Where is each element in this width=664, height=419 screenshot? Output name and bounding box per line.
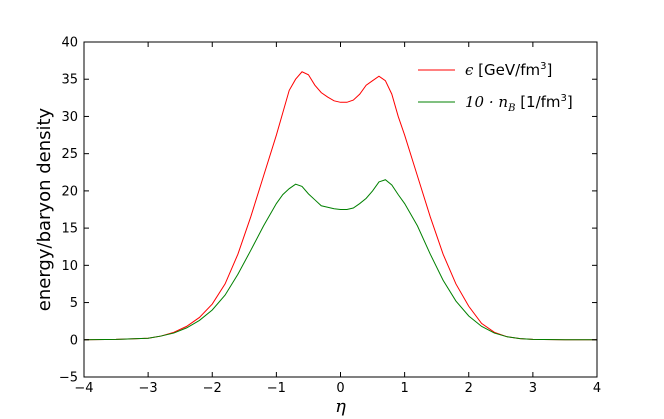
y-tick-label: 10 <box>61 259 78 274</box>
x-tick-label: −1 <box>267 381 286 396</box>
x-tick-label: −3 <box>139 381 158 396</box>
x-tick-label: −4 <box>74 381 93 396</box>
y-tick-label: 40 <box>61 36 78 51</box>
legend-label-2: 10 · nB [1/fm3] <box>465 93 573 114</box>
x-tick-label: −2 <box>203 381 222 396</box>
y-tick-label: 20 <box>61 184 78 199</box>
x-tick-label: 2 <box>465 381 473 396</box>
x-axis-label: η <box>335 396 346 417</box>
y-axis-label: energy/baryon density <box>34 107 55 311</box>
series-line-2 <box>83 179 597 341</box>
y-tick-label: 35 <box>61 73 78 88</box>
x-tick-label: 0 <box>336 381 344 396</box>
y-tick-label: 15 <box>61 222 78 237</box>
y-tick-label: 0 <box>70 333 78 348</box>
legend-label-1: ϵ [GeV/fm3] <box>465 61 552 79</box>
x-tick-label: 4 <box>593 381 601 396</box>
y-tick-label: 30 <box>61 110 78 125</box>
y-tick-label: 25 <box>61 147 78 162</box>
series-line-1 <box>83 71 597 341</box>
x-tick-label: 3 <box>529 381 537 396</box>
legend: ϵ [GeV/fm3] 10 · nB [1/fm3] <box>418 61 573 114</box>
ticks-layer: −4 −3 −2 −1 0 1 2 3 4 −5 0 5 10 15 20 25 30 35 40 <box>59 36 601 397</box>
y-tick-label: −5 <box>59 371 78 386</box>
y-tick-label: 5 <box>70 296 78 311</box>
x-tick-label: 1 <box>400 381 408 396</box>
series-layer <box>83 71 597 341</box>
